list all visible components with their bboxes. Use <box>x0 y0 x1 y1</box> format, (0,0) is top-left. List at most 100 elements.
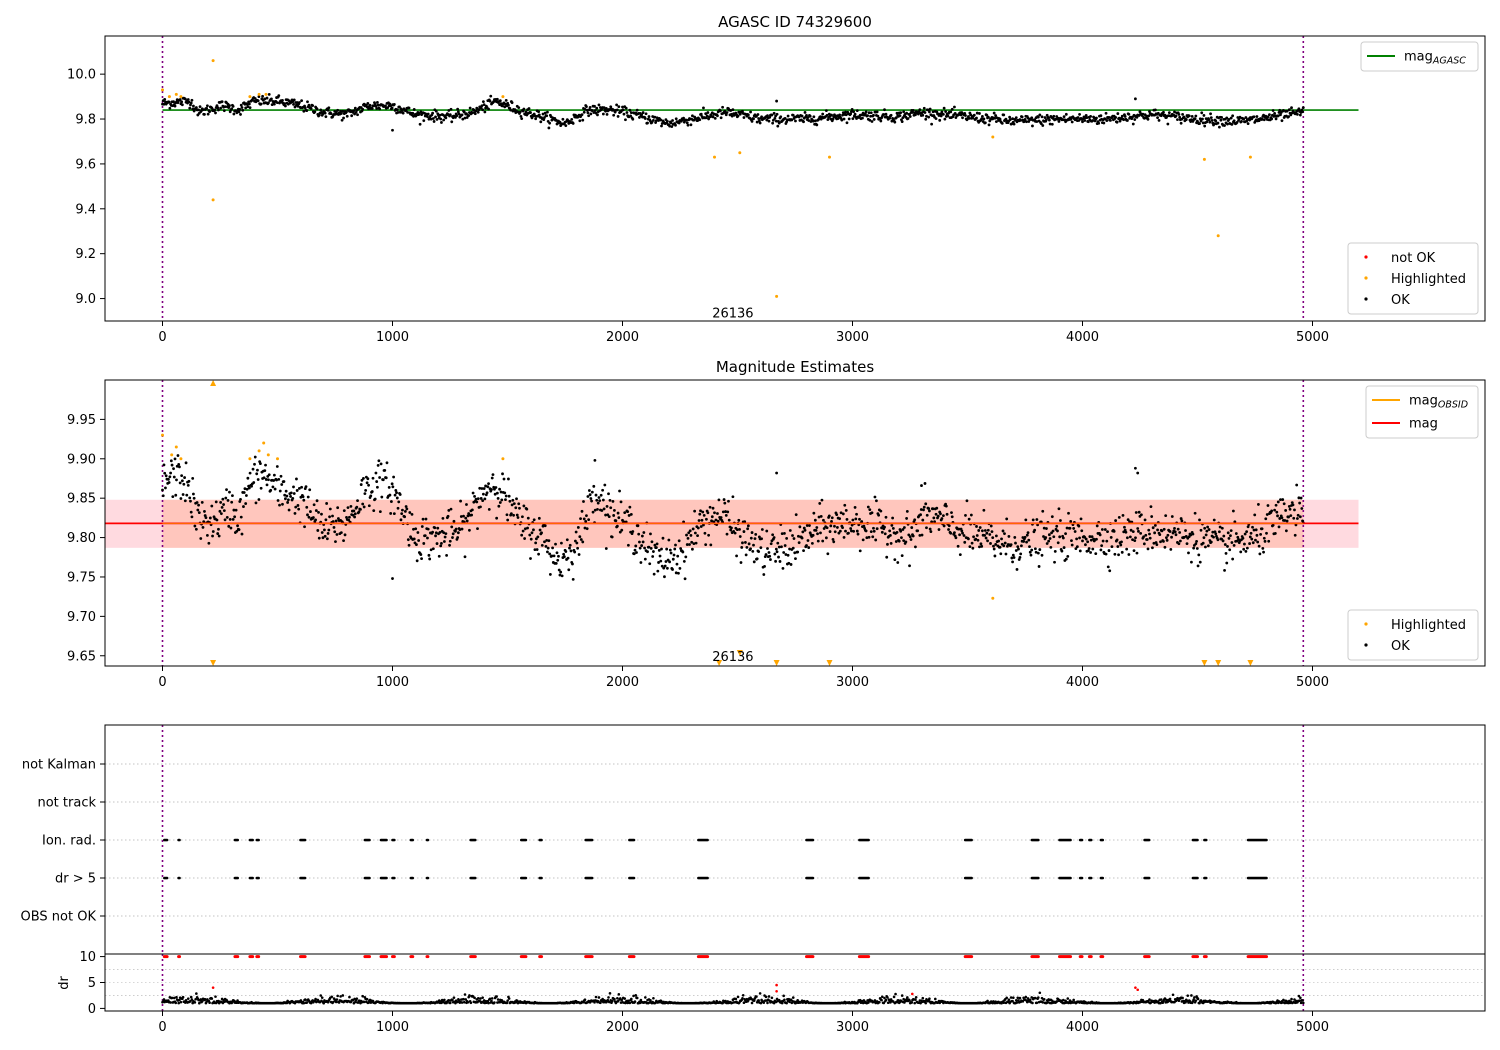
dr-point-ok <box>599 1001 602 1005</box>
data-point-ok <box>1074 547 1078 551</box>
data-point-ok <box>901 116 905 119</box>
data-point-ok <box>485 491 489 495</box>
data-point-ok <box>905 517 908 520</box>
data-point-ok <box>652 572 656 576</box>
data-point-ok <box>1151 526 1155 530</box>
data-point-ok <box>545 538 549 542</box>
data-point-ok <box>1283 519 1287 522</box>
data-point-ok <box>1134 466 1137 470</box>
data-point-ok <box>483 110 487 114</box>
data-point-ok <box>352 109 356 112</box>
data-point-ok <box>1007 535 1011 538</box>
data-point-ok <box>163 97 167 101</box>
flag-event-point <box>1101 876 1105 880</box>
dr-point-ok <box>1012 996 1015 1000</box>
data-point-ok <box>844 110 847 114</box>
data-point-ok <box>407 106 411 110</box>
data-point-ok <box>911 109 915 112</box>
data-point-ok <box>899 111 903 115</box>
data-point-ok <box>275 465 279 468</box>
data-point-ok <box>186 483 190 487</box>
data-point-ok <box>359 507 362 511</box>
data-point-ok <box>1191 532 1195 536</box>
data-point-ok <box>498 501 502 504</box>
dr-point-ok <box>170 996 174 1000</box>
data-point-ok <box>517 106 521 110</box>
data-point-ok <box>1086 120 1090 124</box>
data-point-ok <box>293 105 297 109</box>
data-point-ok <box>954 536 958 540</box>
data-point-ok <box>711 115 715 119</box>
data-point-ok <box>689 534 693 537</box>
data-point-ok <box>793 551 797 555</box>
flag-event-point <box>236 838 240 842</box>
data-point-ok <box>369 494 373 498</box>
data-point-ok <box>1244 549 1248 553</box>
data-point-ok <box>389 512 393 515</box>
dr-point-ok <box>443 998 446 1002</box>
data-point-ok <box>838 517 842 521</box>
data-point-ok <box>1098 533 1102 537</box>
data-point-ok <box>462 110 466 114</box>
data-point-ok <box>1070 539 1073 543</box>
data-point-ok <box>368 103 372 107</box>
data-point-ok <box>440 542 443 545</box>
data-point-ok <box>1266 504 1270 507</box>
data-point-ok <box>219 501 223 504</box>
data-point-ok <box>428 557 432 561</box>
data-point-ok <box>381 478 385 482</box>
data-point-ok <box>1020 544 1023 548</box>
data-point-ok <box>1127 553 1131 556</box>
data-point-ok <box>585 105 588 108</box>
data-point-ok <box>527 107 531 110</box>
data-point-ok <box>348 515 351 519</box>
data-point-ok <box>764 553 768 556</box>
data-point-ok <box>1023 535 1027 539</box>
data-point-ok <box>1296 517 1299 520</box>
data-point-ok <box>1050 515 1054 519</box>
dr-point-ok <box>336 994 339 998</box>
data-point-ok <box>278 503 281 507</box>
data-point-ok <box>643 546 646 550</box>
data-point-ok <box>424 517 428 521</box>
data-point-ok <box>698 512 702 516</box>
dr-point-ok <box>750 1001 754 1005</box>
data-point-ok <box>935 506 939 510</box>
data-point-ok <box>576 526 580 529</box>
data-point-ok <box>830 113 833 117</box>
data-point-ok <box>712 520 716 524</box>
data-point-ok <box>1045 542 1049 545</box>
data-point-ok <box>1192 546 1196 550</box>
data-point-ok <box>287 99 291 103</box>
data-point-ok <box>519 114 523 118</box>
data-point-ok <box>487 107 490 111</box>
data-point-ok <box>686 123 690 127</box>
dr-point-ok <box>883 996 886 1000</box>
data-point-ok <box>375 480 379 483</box>
data-point-ok <box>1003 532 1006 536</box>
data-point-ok <box>326 108 330 112</box>
data-point-ok <box>604 513 607 517</box>
data-point-ok <box>1143 518 1147 522</box>
data-point-ok <box>1109 536 1113 539</box>
data-point-ok <box>336 506 340 510</box>
data-point-ok <box>1201 117 1204 121</box>
data-point-ok <box>194 106 198 109</box>
data-point-ok <box>357 510 361 514</box>
data-point-ok <box>223 105 227 109</box>
data-point-ok <box>534 537 538 541</box>
dr-point-ok <box>305 1001 309 1004</box>
data-point-ok <box>674 123 677 127</box>
data-point-ok <box>1265 531 1268 535</box>
data-point-ok <box>190 515 194 519</box>
data-point-ok <box>791 546 795 550</box>
dr-point-ok <box>1022 996 1025 1000</box>
data-point-ok <box>247 102 251 106</box>
data-point-ok <box>1025 533 1029 537</box>
data-point-ok <box>1246 525 1250 529</box>
data-point-ok <box>1043 116 1047 119</box>
y-tick-label: 10.0 <box>67 68 96 83</box>
data-point-ok <box>1124 530 1128 534</box>
data-point-ok <box>970 541 974 545</box>
data-point-ok <box>1078 549 1082 553</box>
